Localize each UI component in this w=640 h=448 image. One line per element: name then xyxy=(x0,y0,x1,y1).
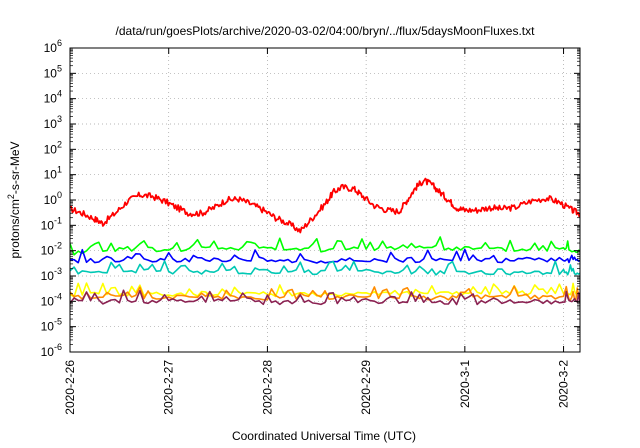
x-tick-label: 2020-2-28 xyxy=(260,360,274,415)
y-tick-base: 10 xyxy=(41,244,55,258)
y-tick-exp: -2 xyxy=(54,241,62,251)
y-axis: 10-610-510-410-310-210-11001011021031041… xyxy=(41,38,580,359)
plot-area xyxy=(70,177,580,306)
chart-title: /data/run/goesPlots/archive/2020-03-02/0… xyxy=(116,24,536,38)
y-tick-base: 10 xyxy=(41,345,55,359)
y-tick-label: 102 xyxy=(44,139,62,156)
y-tick-exp: 2 xyxy=(57,139,62,149)
y-tick-label: 106 xyxy=(44,38,62,55)
y-tick-base: 10 xyxy=(44,117,58,131)
y-tick-base: 10 xyxy=(44,142,58,156)
series-line-4 xyxy=(70,260,580,276)
x-tick-label: 2020-2-26 xyxy=(63,360,77,415)
series-line-2 xyxy=(70,236,580,256)
y-tick-label: 10-4 xyxy=(41,291,62,308)
y-tick-label: 10-6 xyxy=(41,342,62,359)
series-line-5 xyxy=(70,282,580,298)
series-line-1 xyxy=(70,177,580,234)
x-tick-label: 2020-3-2 xyxy=(557,360,571,408)
y-tick-exp: 3 xyxy=(57,114,62,124)
y-tick-label: 100 xyxy=(44,190,62,207)
y-tick-label: 104 xyxy=(44,89,62,106)
y-tick-exp: -1 xyxy=(54,215,62,225)
x-tick-label: 2020-3-1 xyxy=(458,360,472,408)
x-axis: 2020-2-26 2020-2-27 2020-2-28 2020-2-29 2020… xyxy=(63,48,571,415)
x-tick-label: 2020-2-29 xyxy=(359,360,373,415)
y-tick-exp: -6 xyxy=(54,342,62,352)
series-line-3 xyxy=(70,248,580,264)
x-axis-label: Coordinated Universal Time (UTC) xyxy=(232,429,416,443)
y-tick-exp: -4 xyxy=(54,291,62,301)
y-axis-label: protons/cm2-s-sr-MeV xyxy=(6,141,22,258)
x-tick-label: 2020-2-27 xyxy=(162,360,176,415)
y-tick-base: 10 xyxy=(41,269,55,283)
y-tick-exp: 5 xyxy=(57,63,62,73)
y-axis-label-post: -s-sr-MeV xyxy=(8,141,22,194)
grid xyxy=(69,48,580,352)
y-tick-label: 10-5 xyxy=(41,317,62,334)
y-tick-exp: 6 xyxy=(57,38,62,48)
y-axis-label-pre: protons/cm xyxy=(8,199,22,258)
y-tick-label: 10-2 xyxy=(41,241,62,258)
y-tick-base: 10 xyxy=(44,193,58,207)
y-tick-base: 10 xyxy=(41,294,55,308)
y-tick-base: 10 xyxy=(44,66,58,80)
y-tick-exp: 1 xyxy=(57,165,62,175)
y-tick-exp: 4 xyxy=(57,89,62,99)
y-tick-exp: 0 xyxy=(57,190,62,200)
y-tick-base: 10 xyxy=(41,320,55,334)
y-axis-label-sup: 2 xyxy=(6,194,16,199)
y-tick-exp: -3 xyxy=(54,266,62,276)
y-tick-base: 10 xyxy=(44,168,58,182)
y-tick-label: 105 xyxy=(44,63,62,80)
y-tick-base: 10 xyxy=(41,218,55,232)
y-tick-exp: -5 xyxy=(54,317,62,327)
y-tick-label: 10-3 xyxy=(41,266,62,283)
series-line-7 xyxy=(70,289,580,306)
y-tick-label: 10-1 xyxy=(41,215,62,232)
y-tick-label: 103 xyxy=(44,114,62,131)
y-tick-base: 10 xyxy=(44,92,58,106)
y-tick-base: 10 xyxy=(44,41,58,55)
y-tick-label: 101 xyxy=(44,165,62,182)
series-layer xyxy=(70,177,580,306)
